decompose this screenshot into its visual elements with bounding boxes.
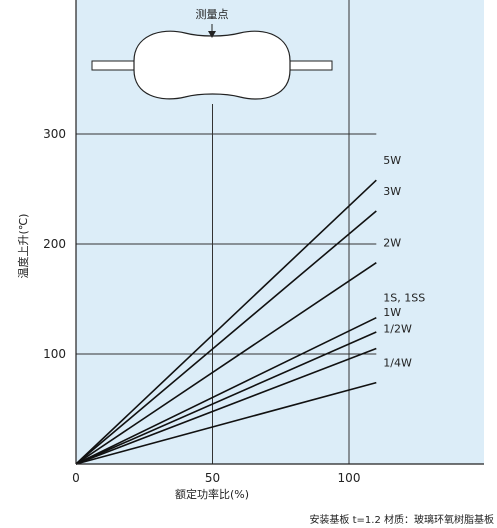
series-line-1s-1ss [75,316,377,465]
series-label-1w: 1W [383,306,401,319]
x-tick-label-50: 50 [205,471,220,485]
resistor-right-lead [289,60,333,71]
y-tick-label-200: 200 [43,237,66,251]
x-tick-label-0: 0 [72,471,80,485]
y-tick-label-100: 100 [43,347,66,361]
series-label-1s-1ss: 1S, 1SS [383,292,425,305]
resistor-body [133,30,291,100]
series-label-2w: 2W [383,237,401,250]
x-tick-label-100: 100 [338,471,361,485]
tick-labels: 0 50 100 100 200 300 [43,127,360,485]
series-label-1-4w: 1/4W [383,357,412,370]
measure-point-label: 测量点 [196,8,229,21]
series-line-1-4w [75,381,377,465]
axes [75,0,484,465]
series-line-2w [75,262,377,465]
series-label-1-2w: 1/2W [383,323,412,336]
measure-point-arrowhead [208,31,216,38]
x-axis-label: 额定功率比(%) [175,487,249,501]
resistor-diagram: 测量点 [91,8,333,100]
series-line-1-2w [75,347,377,465]
y-tick-label-300: 300 [43,127,66,141]
series-label-5w: 5W [383,154,401,167]
series-label-3w: 3W [383,185,401,198]
substrate-caption: 安装基板 t=1.2 材质：玻璃环氧树脂基板 [309,513,494,526]
y-axis-label: 温度上升(℃) [16,214,30,279]
series-line-5w [75,179,377,465]
series-lines [75,179,377,465]
resistor-left-lead [91,60,135,71]
series-line-3w [75,210,377,465]
series-line-1w [75,331,377,465]
